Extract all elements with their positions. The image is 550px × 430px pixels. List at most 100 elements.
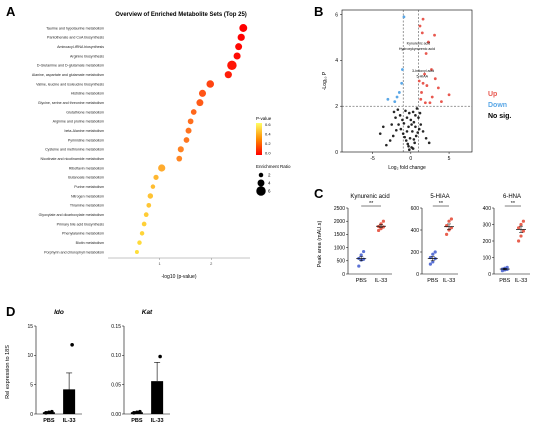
ns-point <box>409 118 413 122</box>
x-tick-label: 1 <box>159 261 162 266</box>
data-point <box>517 239 521 243</box>
ns-point <box>401 132 405 135</box>
subplot-title: Ido <box>54 309 64 316</box>
ns-point <box>405 116 409 119</box>
up-point <box>436 86 440 90</box>
data-point <box>377 228 381 233</box>
data-point <box>132 411 136 415</box>
ns-point <box>412 120 416 124</box>
up-point <box>423 72 426 76</box>
down-point <box>402 15 406 19</box>
data-point <box>521 229 525 233</box>
enrichment-dot <box>198 89 207 97</box>
point-annotation: Kynurenic acid <box>407 41 431 45</box>
category-label: Thiamine metabolism <box>70 204 104 208</box>
data-point <box>67 389 71 393</box>
data-point <box>357 264 361 268</box>
enrichment-dot <box>237 33 245 41</box>
enrichment-dot <box>146 202 152 208</box>
category-label: Arginine and proline metabolism <box>53 120 104 124</box>
data-point <box>47 410 51 415</box>
category-label: Butanoate metabolism <box>68 176 104 180</box>
enrichment-dot <box>206 80 215 88</box>
ns-point <box>401 118 404 122</box>
ns-point <box>392 110 396 114</box>
color-legend-tick: 0.0 <box>265 151 271 156</box>
data-point <box>362 249 366 254</box>
ns-point <box>397 123 400 126</box>
point-annotation: Hydroxykynurenic acid <box>399 47 435 51</box>
category-label: Pyrimidine metabolism <box>68 138 104 142</box>
ns-point <box>412 138 416 141</box>
ns-point <box>405 130 409 133</box>
ns-point <box>415 107 419 110</box>
enrichment-dot <box>183 137 190 143</box>
category-label: IL-33 <box>63 418 76 424</box>
size-legend-dot <box>257 179 265 187</box>
down-point <box>400 81 404 85</box>
enrichment-dot <box>196 99 204 107</box>
legend-entry: No sig. <box>488 113 511 120</box>
bar <box>151 381 164 414</box>
category-label: Pantothenate and CoA biosynthesis <box>47 36 104 40</box>
up-point <box>433 77 437 81</box>
ns-point <box>418 111 422 115</box>
significance-label: ** <box>369 201 374 207</box>
data-point <box>433 250 437 254</box>
category-label: IL-33 <box>375 278 388 284</box>
enrichment-dot <box>239 24 248 32</box>
data-point <box>505 265 509 269</box>
data-point <box>155 385 159 390</box>
data-point <box>431 252 435 256</box>
ns-point <box>404 139 408 142</box>
up-point <box>430 95 434 99</box>
ns-point <box>411 110 415 114</box>
category-label: Glyoxylate and dicarboxylate metabolism <box>39 213 104 217</box>
ns-point <box>394 128 398 132</box>
data-point <box>381 219 385 223</box>
y-tick-label: 600 <box>411 206 420 212</box>
up-point <box>428 101 432 105</box>
category-label: IL-33 <box>515 278 528 284</box>
expression-bar-plots: Rel expression to 18S Ido 0 5 10 15 PBS IL-33 Ka… <box>5 309 170 424</box>
ns-point <box>414 125 417 129</box>
enrichment-dot <box>139 231 145 236</box>
size-legend-dot <box>256 186 266 196</box>
ns-point <box>410 123 413 126</box>
x-axis-label: Log₂ fold change <box>388 165 426 171</box>
ns-point <box>414 134 418 138</box>
up-point <box>419 97 423 101</box>
y-tick-label: 0.10 <box>111 353 121 359</box>
data-point <box>152 409 156 413</box>
plot-frame <box>341 9 473 153</box>
y-tick-label: 100 <box>483 255 492 261</box>
enrichment-dot <box>233 52 241 60</box>
y-tick-label: 0.15 <box>111 324 121 330</box>
category-label: PBS <box>499 278 510 284</box>
enrichment-dot <box>227 60 237 71</box>
ns-point <box>402 122 406 125</box>
category-label: Alanine, aspartate and glutamate metabol… <box>32 73 104 77</box>
enrichment-dot <box>137 240 142 245</box>
enrichment-dot <box>153 174 159 180</box>
subplot-title: 5-HIAA <box>430 194 449 200</box>
color-legend-title: P-value <box>256 116 272 121</box>
data-point <box>519 222 523 227</box>
data-point <box>428 262 432 266</box>
y-tick-label: 0 <box>342 272 345 278</box>
color-legend-tick: 0.6 <box>265 122 271 127</box>
enrichment-dot <box>158 164 166 172</box>
panel-label-a: A <box>6 4 16 19</box>
enrichment-dotplot: Overview of Enriched Metabolite Sets (To… <box>32 12 291 280</box>
ns-point <box>411 130 414 133</box>
up-point <box>421 81 425 85</box>
up-point <box>423 101 427 105</box>
y-tick-label: 200 <box>411 250 420 256</box>
color-legend-tick: 0.4 <box>265 132 271 137</box>
data-point <box>362 257 366 261</box>
enrichment-dot <box>224 71 232 79</box>
down-point <box>397 91 401 94</box>
y-tick-label: 0 <box>488 272 491 278</box>
ns-point <box>381 125 385 129</box>
color-legend-tick: 0.2 <box>265 141 271 146</box>
